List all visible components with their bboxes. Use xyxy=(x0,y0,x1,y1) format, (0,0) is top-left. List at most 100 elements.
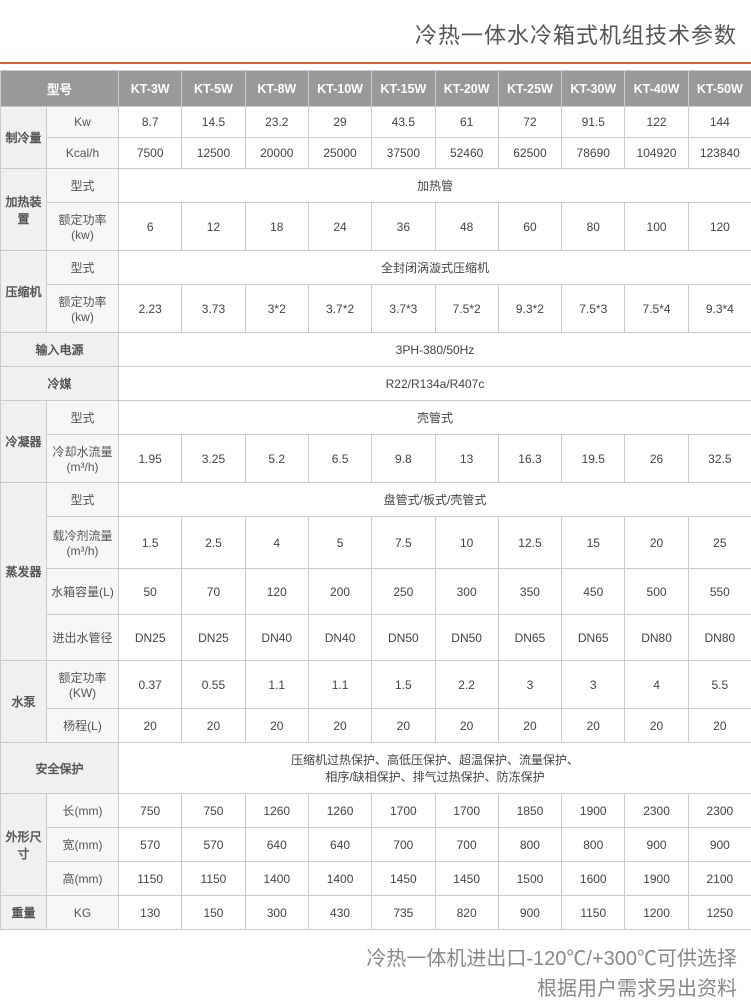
pump-label: 水泵 xyxy=(1,661,47,743)
table-row: 冷却水流量(m³/h) 1.95 3.25 5.2 6.5 9.8 13 16.… xyxy=(1,435,751,483)
cell: 26 xyxy=(625,435,688,483)
cell: 78690 xyxy=(562,138,625,169)
cell: 123840 xyxy=(688,138,751,169)
cell: 0.37 xyxy=(119,661,182,709)
cell: 25 xyxy=(688,517,751,569)
model-col: KT-20W xyxy=(435,71,498,107)
cell: 20 xyxy=(562,709,625,743)
cell: 700 xyxy=(435,828,498,862)
cell: 640 xyxy=(245,828,308,862)
cell: 10 xyxy=(435,517,498,569)
cell: 7.5*4 xyxy=(625,285,688,333)
cell: 20 xyxy=(625,709,688,743)
pump-power-label: 额定功率(KW) xyxy=(47,661,119,709)
cell: 100 xyxy=(625,203,688,251)
cell: 570 xyxy=(182,828,245,862)
cell: 700 xyxy=(372,828,435,862)
cell: DN40 xyxy=(245,615,308,661)
cell: 2100 xyxy=(688,862,751,896)
footnote: 冷热一体机进出口-120℃/+300℃可供选择 根据用户需求另出资料 xyxy=(0,930,751,1008)
table-row: 水箱容量(L) 50 70 120 200 250 300 350 450 50… xyxy=(1,569,751,615)
cell: 6 xyxy=(119,203,182,251)
table-row: 压缩机 型式 全封闭涡漩式压缩机 xyxy=(1,251,751,285)
cell: 640 xyxy=(308,828,371,862)
cell: 37500 xyxy=(372,138,435,169)
page-title: 冷热一体水冷箱式机组技术参数 xyxy=(0,0,751,62)
dimensions-label: 外形尺寸 xyxy=(1,794,47,896)
cell: 1450 xyxy=(372,862,435,896)
cell: 20 xyxy=(308,709,371,743)
condenser-type-label: 型式 xyxy=(47,401,119,435)
cell: 4 xyxy=(245,517,308,569)
cell: 23.2 xyxy=(245,107,308,138)
cell: 80 xyxy=(562,203,625,251)
cell: 52460 xyxy=(435,138,498,169)
table-row: 进出水管径 DN25 DN25 DN40 DN40 DN50 DN50 DN65… xyxy=(1,615,751,661)
cell: 300 xyxy=(245,896,308,930)
model-col: KT-5W xyxy=(182,71,245,107)
cell: 1700 xyxy=(435,794,498,828)
cell: 8.7 xyxy=(119,107,182,138)
input-power-label: 输入电源 xyxy=(1,333,119,367)
cell: 20 xyxy=(245,709,308,743)
cell: 900 xyxy=(688,828,751,862)
cell: 1250 xyxy=(688,896,751,930)
cell: DN65 xyxy=(562,615,625,661)
cell: 570 xyxy=(119,828,182,862)
cell: 144 xyxy=(688,107,751,138)
table-row: 重量 KG 130 150 300 430 735 820 900 1150 1… xyxy=(1,896,751,930)
cell: 4 xyxy=(625,661,688,709)
cell: 2.5 xyxy=(182,517,245,569)
evaporator-type-label: 型式 xyxy=(47,483,119,517)
cell: 16.3 xyxy=(498,435,561,483)
cell: 7.5*3 xyxy=(562,285,625,333)
cell: 2.23 xyxy=(119,285,182,333)
cell: 1700 xyxy=(372,794,435,828)
cell: 820 xyxy=(435,896,498,930)
evaporator-type-value: 盘管式/板式/壳管式 xyxy=(119,483,751,517)
protection-value: 压缩机过热保护、高低压保护、超温保护、流量保护、 相序/缺相保护、排气过热保护、… xyxy=(119,743,751,794)
cell: 12 xyxy=(182,203,245,251)
cell: 800 xyxy=(562,828,625,862)
cell: 3 xyxy=(562,661,625,709)
cell: 1.1 xyxy=(245,661,308,709)
cell: 50 xyxy=(119,569,182,615)
cell: 750 xyxy=(119,794,182,828)
dim-l-label: 长(mm) xyxy=(47,794,119,828)
cooling-kw-label: Kw xyxy=(47,107,119,138)
cell: 900 xyxy=(498,896,561,930)
table-row: 宽(mm) 570 570 640 640 700 700 800 800 90… xyxy=(1,828,751,862)
cell: DN80 xyxy=(688,615,751,661)
cell: 9.3*2 xyxy=(498,285,561,333)
cell: 6.5 xyxy=(308,435,371,483)
cell: 12500 xyxy=(182,138,245,169)
model-col: KT-50W xyxy=(688,71,751,107)
cell: 72 xyxy=(498,107,561,138)
cell: 1400 xyxy=(245,862,308,896)
cell: 14.5 xyxy=(182,107,245,138)
protection-label: 安全保护 xyxy=(1,743,119,794)
evaporator-tank-label: 水箱容量(L) xyxy=(47,569,119,615)
cell: 1400 xyxy=(308,862,371,896)
spec-table: 型号 KT-3W KT-5W KT-8W KT-10W KT-15W KT-20… xyxy=(0,70,751,930)
table-row: 加热装置 型式 加热管 xyxy=(1,169,751,203)
cell: 104920 xyxy=(625,138,688,169)
cell: 29 xyxy=(308,107,371,138)
table-row: 额定功率(kw) 2.23 3.73 3*2 3.7*2 3.7*3 7.5*2… xyxy=(1,285,751,333)
cell: 20 xyxy=(435,709,498,743)
cell: 2300 xyxy=(625,794,688,828)
dim-h-label: 高(mm) xyxy=(47,862,119,896)
cell: 300 xyxy=(435,569,498,615)
table-row: 高(mm) 1150 1150 1400 1400 1450 1450 1500… xyxy=(1,862,751,896)
refrigerant-value: R22/R134a/R407c xyxy=(119,367,751,401)
model-col: KT-25W xyxy=(498,71,561,107)
cell: 2300 xyxy=(688,794,751,828)
cell: DN25 xyxy=(119,615,182,661)
cell: 3.73 xyxy=(182,285,245,333)
table-row: 安全保护 压缩机过热保护、高低压保护、超温保护、流量保护、 相序/缺相保护、排气… xyxy=(1,743,751,794)
cell: 7.5*2 xyxy=(435,285,498,333)
heater-label: 加热装置 xyxy=(1,169,47,251)
cell: 5 xyxy=(308,517,371,569)
cell: 32.5 xyxy=(688,435,751,483)
table-row: 额定功率(kw) 6 12 18 24 36 48 60 80 100 120 xyxy=(1,203,751,251)
